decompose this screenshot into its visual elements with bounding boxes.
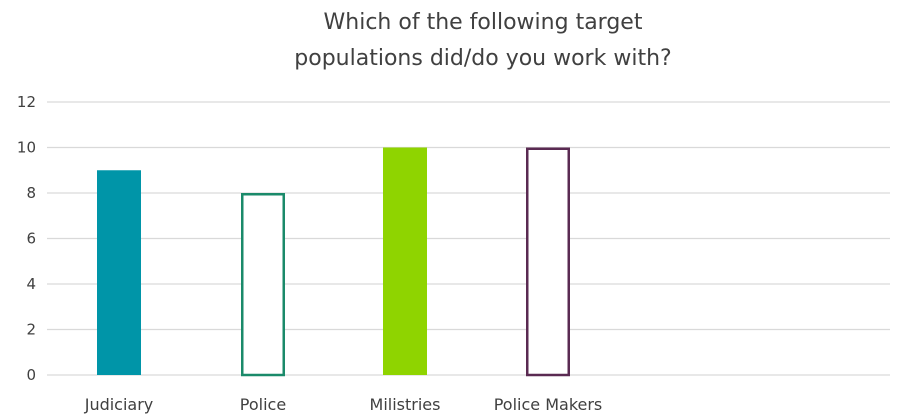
x-category-label: Milistries	[370, 395, 441, 414]
chart-title-line-2: populations did/do you work with?	[294, 46, 671, 71]
y-tick-label: 10	[17, 139, 36, 157]
bars	[97, 147, 570, 377]
y-tick-label: 6	[26, 230, 36, 248]
bar-milistries	[383, 147, 427, 375]
bar-police	[241, 193, 285, 377]
x-category-label: Judiciary	[84, 395, 154, 414]
y-tick-label: 0	[26, 366, 36, 384]
x-category-label: Police Makers	[494, 395, 603, 414]
y-tick-label: 8	[26, 184, 36, 202]
y-tick-label: 2	[26, 321, 36, 339]
x-axis-labels: Judiciary Police Milistries Police Makers	[84, 395, 603, 414]
bar-police-makers	[526, 147, 570, 377]
bar-judiciary	[97, 170, 141, 375]
x-category-label: Police	[240, 395, 286, 414]
y-tick-label: 12	[17, 93, 36, 111]
y-tick-label: 4	[26, 275, 36, 293]
gridlines	[47, 101, 890, 376]
chart-title-line-1: Which of the following target	[324, 10, 643, 35]
chart-title: Which of the following target population…	[294, 10, 671, 71]
y-axis-ticks: 0 2 4 6 8 10 12	[17, 93, 36, 384]
